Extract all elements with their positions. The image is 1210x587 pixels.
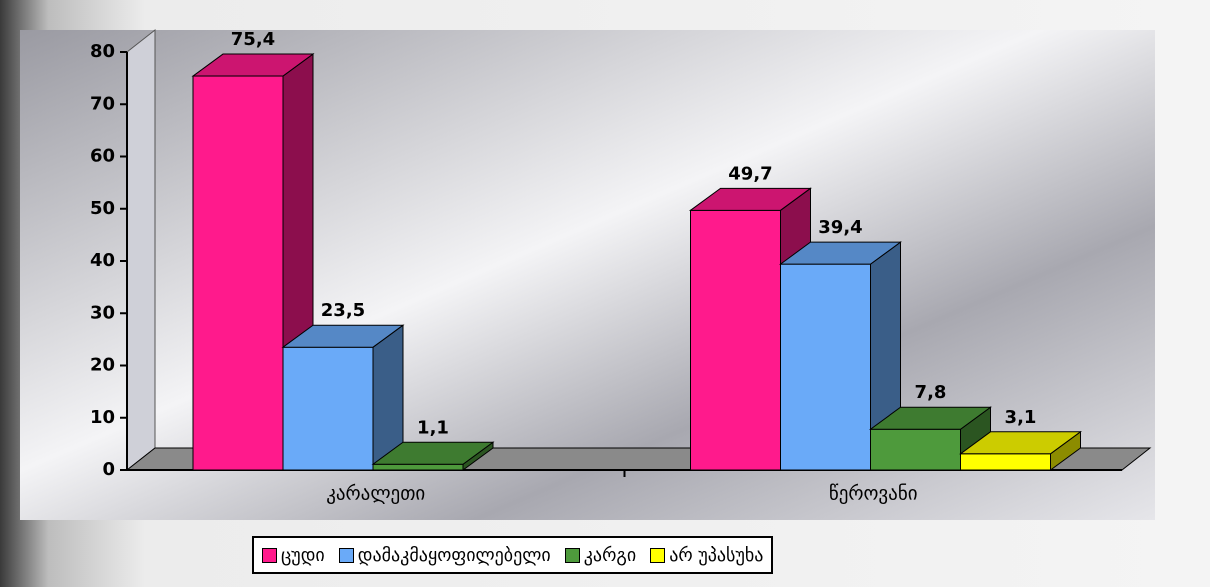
bar-top <box>371 441 495 465</box>
y-tick-label: 0 <box>102 459 115 480</box>
bar-front <box>690 209 781 471</box>
data-label: 3,1 <box>1005 407 1037 428</box>
legend-item: დამაკმაყოფილებელი <box>338 544 551 566</box>
bar-front <box>960 453 1051 471</box>
x-tick-label: წეროვანი <box>829 483 918 505</box>
y-tick-label: 10 <box>90 407 115 428</box>
legend-swatch <box>262 547 277 563</box>
data-label: 23,5 <box>321 300 365 321</box>
legend: ცუდი დამაკმაყოფილებელი კარგი არ უპასუხა <box>252 536 774 574</box>
legend-item: კარგი <box>564 544 637 566</box>
y-tick-label: 80 <box>90 41 115 62</box>
bar-front <box>870 428 961 471</box>
legend-label: დამაკმაყოფილებელი <box>357 544 551 566</box>
y-tick-label: 30 <box>90 302 115 323</box>
data-label: 7,8 <box>915 382 947 403</box>
legend-label: ცუდი <box>281 544 325 566</box>
legend-swatch <box>338 547 354 563</box>
bar-front <box>282 346 374 471</box>
bar-top <box>778 241 903 265</box>
bar-top <box>688 187 813 211</box>
data-label: 49,7 <box>728 163 772 184</box>
legend-item: არ უპასუხა <box>650 545 763 566</box>
bar-top <box>281 324 405 348</box>
data-label: 39,4 <box>818 217 862 238</box>
bar-top <box>191 53 315 77</box>
y-tick-label: 50 <box>90 198 115 219</box>
legend-swatch <box>650 547 666 563</box>
bar-top <box>868 406 993 430</box>
legend-item: ცუდი <box>262 545 325 566</box>
legend-swatch <box>564 547 580 563</box>
y-tick-label: 70 <box>90 93 115 114</box>
data-label: 1,1 <box>417 417 449 438</box>
bar-front <box>192 75 284 471</box>
x-tick-label: კარალეთი <box>326 483 425 505</box>
side-wall <box>126 28 156 472</box>
y-tick-label: 40 <box>90 250 115 271</box>
legend-label: კარგი <box>583 544 637 566</box>
bar-top <box>958 431 1083 455</box>
bar-front <box>780 263 871 471</box>
bar-front <box>372 463 464 471</box>
legend-label: არ უპასუხა <box>669 544 764 566</box>
y-tick-label: 20 <box>90 355 115 376</box>
y-tick-label: 60 <box>90 146 115 167</box>
data-label: 75,4 <box>231 29 275 50</box>
